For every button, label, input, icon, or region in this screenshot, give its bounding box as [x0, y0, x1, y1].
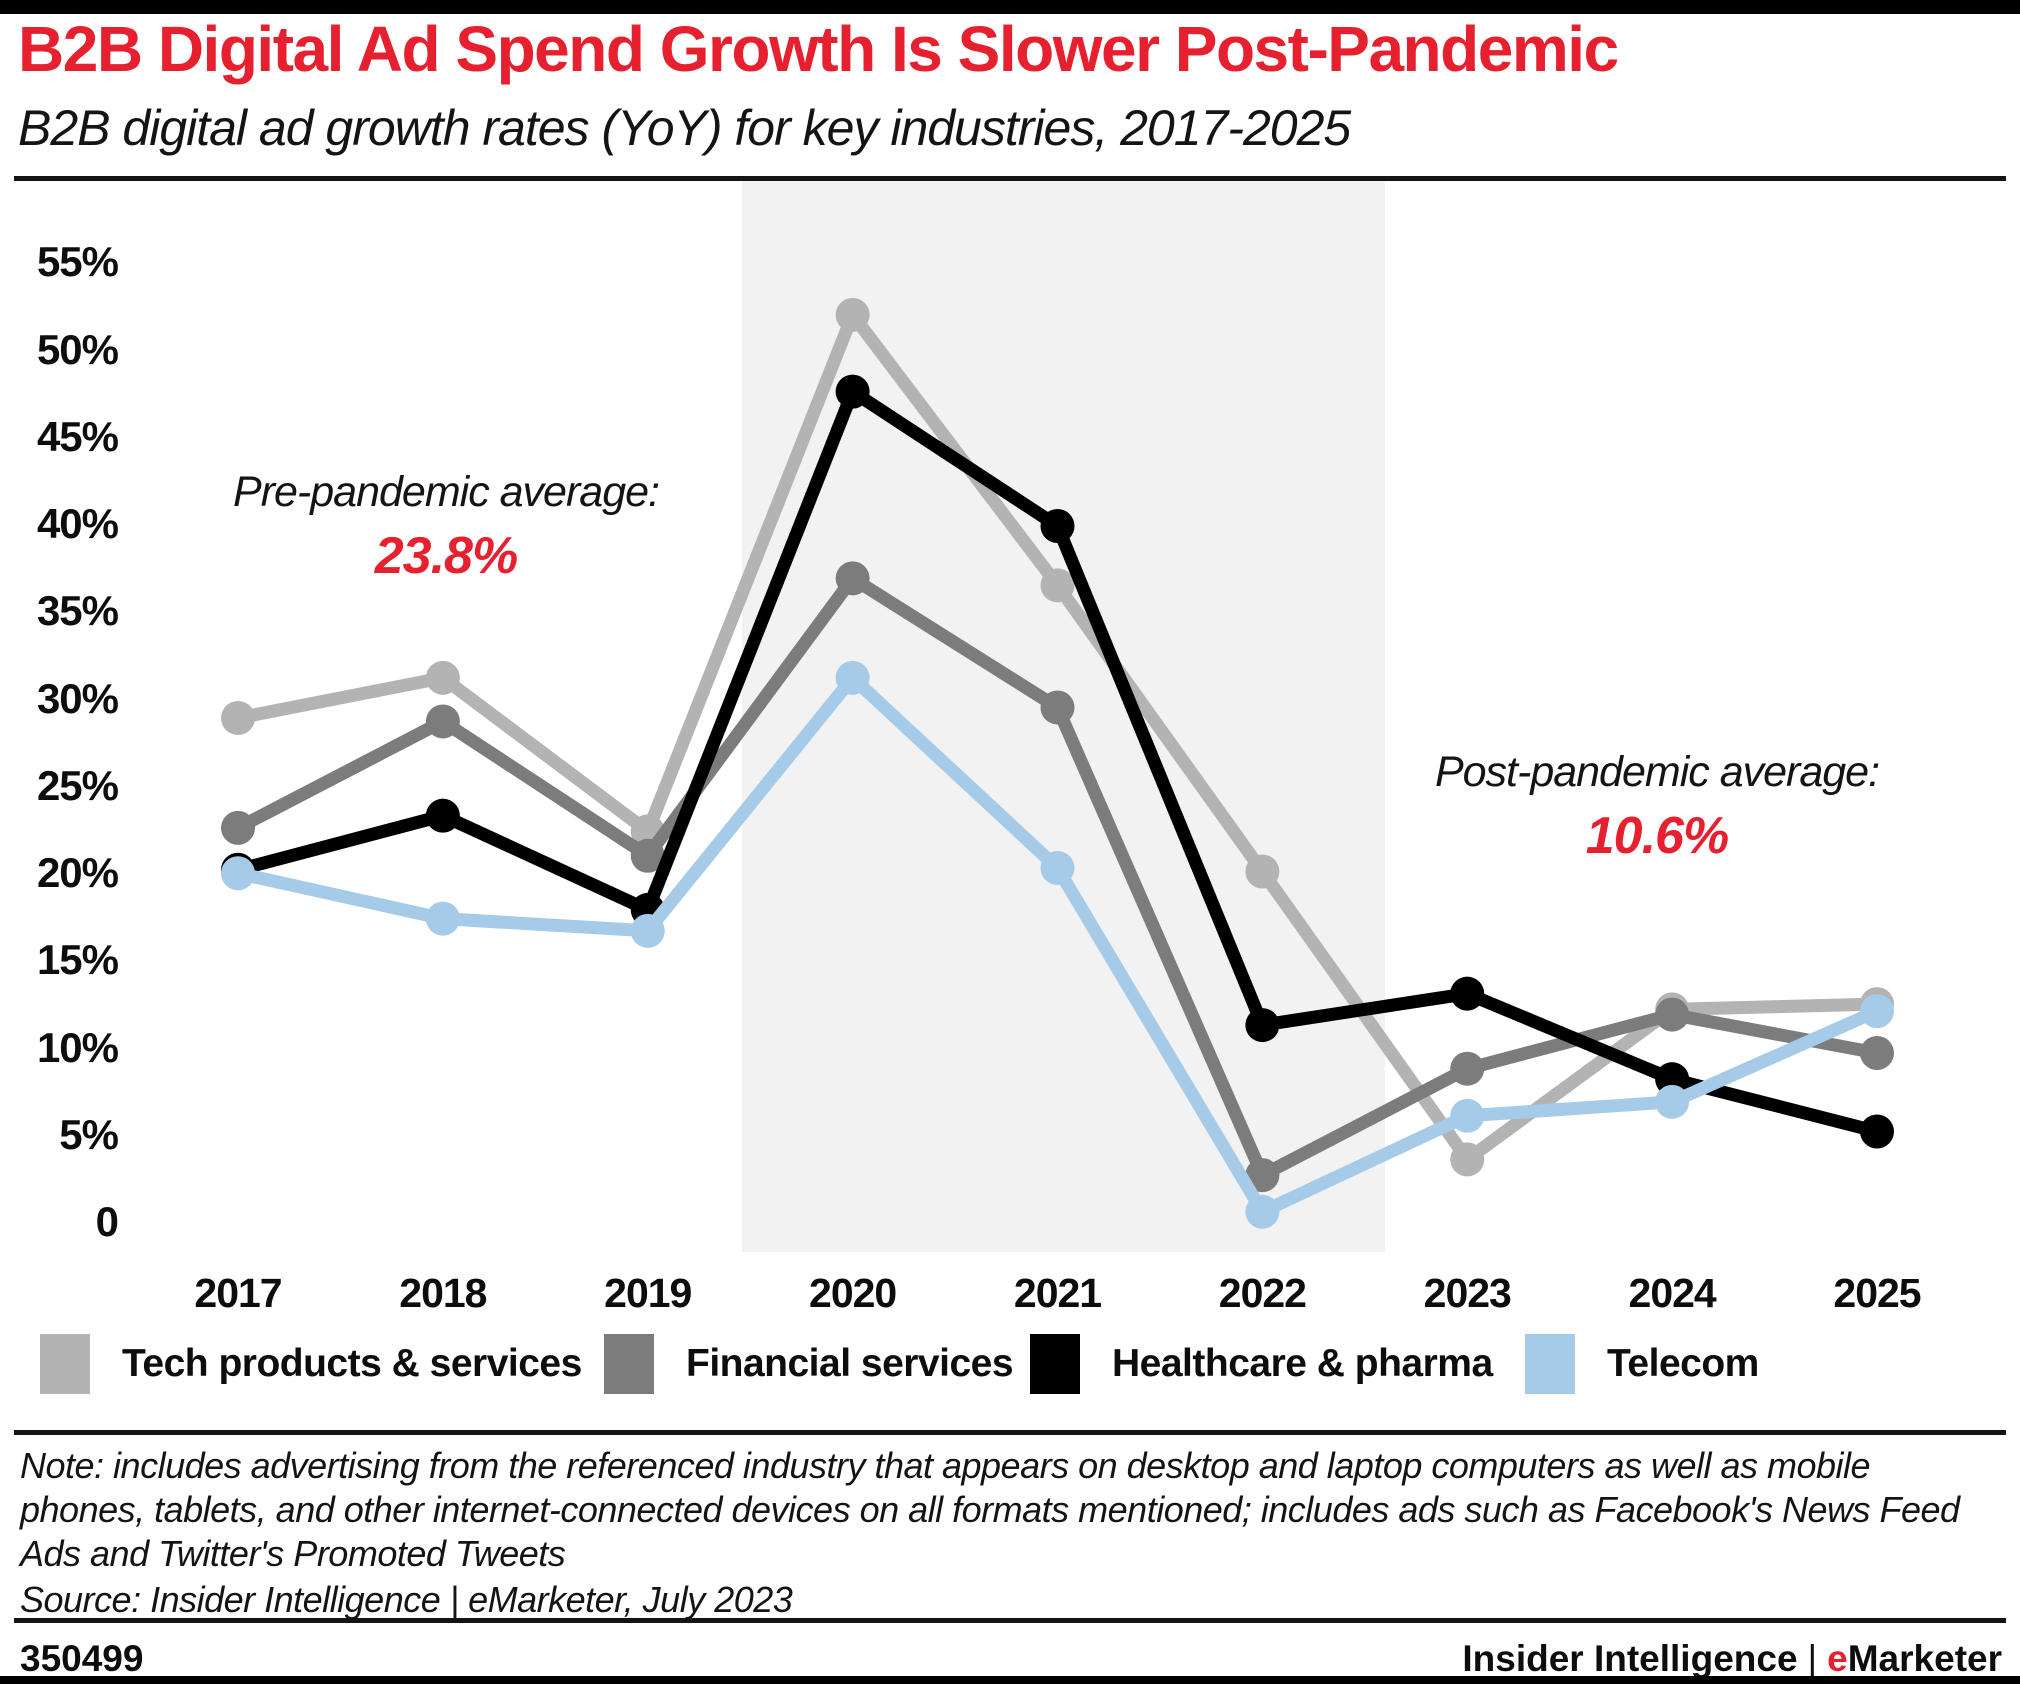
data-point [835, 660, 870, 695]
branding-product-rest: Marketer [1847, 1638, 2002, 1679]
y-tick-label: 15% [36, 936, 119, 984]
legend-item: Tech products & services [40, 1334, 582, 1394]
data-point [835, 374, 870, 409]
y-tick-label: 30% [36, 674, 119, 722]
data-point [1245, 1194, 1280, 1229]
data-point [221, 810, 255, 845]
legend-swatch [40, 1334, 90, 1394]
legend-swatch [604, 1334, 654, 1394]
data-point [1245, 1158, 1280, 1193]
legend-label: Telecom [1607, 1342, 1759, 1385]
data-point [1040, 690, 1075, 725]
data-point [425, 660, 460, 695]
x-tick-label: 2022 [1218, 1270, 1307, 1316]
post-pandemic-value: 10.6% [1585, 807, 1729, 865]
y-tick-label: 10% [36, 1023, 119, 1071]
header-divider [14, 176, 2006, 181]
data-point [221, 856, 255, 891]
footer-divider [14, 1618, 2006, 1623]
y-tick-label: 50% [36, 325, 119, 373]
note-text: Note: includes advertising from the refe… [20, 1445, 1960, 1574]
y-tick-label: 0 [95, 1198, 119, 1246]
data-point [1450, 1098, 1485, 1133]
branding-company: Insider Intelligence [1462, 1638, 1798, 1679]
x-tick-label: 2024 [1628, 1270, 1717, 1316]
data-point [1040, 851, 1075, 886]
footnote-block: Note: includes advertising from the refe… [20, 1444, 2002, 1622]
page-title: B2B Digital Ad Spend Growth Is Slower Po… [18, 13, 1619, 85]
x-tick-label: 2020 [809, 1270, 897, 1316]
bottom-black-bar [0, 1676, 2020, 1684]
series-line-tech-products-services [236, 301, 1878, 1169]
y-tick-label: 55% [36, 238, 119, 286]
x-tick-label: 2018 [399, 1270, 487, 1316]
data-point [835, 297, 870, 332]
y-tick-label: 35% [36, 587, 119, 635]
source-text: Source: Insider Intelligence | eMarketer… [20, 1578, 793, 1620]
x-tick-label: 2025 [1833, 1270, 1921, 1316]
data-point [221, 700, 255, 735]
data-point [1450, 976, 1485, 1011]
legend-item: Financial services [604, 1334, 1014, 1394]
data-point [835, 561, 870, 596]
x-tick-label: 2021 [1013, 1270, 1102, 1316]
data-point [1860, 1035, 1894, 1070]
y-tick-label: 25% [36, 761, 119, 809]
data-point [1245, 1008, 1280, 1043]
x-tick-label: 2019 [604, 1270, 692, 1316]
data-point [1860, 1114, 1894, 1149]
legend-item: Healthcare & pharma [1030, 1334, 1493, 1394]
legend-label: Healthcare & pharma [1112, 1342, 1493, 1385]
x-tick-label: 2023 [1423, 1270, 1512, 1316]
data-point [1245, 854, 1280, 889]
branding-separator: | [1807, 1638, 1818, 1679]
branding: Insider Intelligence | eMarketer [1462, 1638, 2002, 1680]
post-pandemic-label: Post-pandemic average: [1434, 748, 1880, 796]
x-tick-label: 2017 [194, 1270, 282, 1316]
post-pandemic-annotation: Post-pandemic average: 10.6% [1377, 748, 1937, 866]
data-point [1655, 997, 1690, 1032]
legend-label: Financial services [686, 1342, 1014, 1385]
data-point [425, 704, 460, 739]
data-point [630, 838, 665, 873]
footer-row: 350499 Insider Intelligence | eMarketer [20, 1638, 2002, 1680]
page-subtitle: B2B digital ad growth rates (YoY) for ke… [18, 100, 1351, 156]
legend-swatch [1525, 1334, 1575, 1394]
pre-pandemic-label: Pre-pandemic average: [233, 468, 660, 516]
y-tick-label: 40% [36, 500, 119, 548]
pre-pandemic-annotation: Pre-pandemic average: 23.8% [166, 468, 726, 586]
note-divider [14, 1430, 2006, 1435]
data-point [1860, 994, 1894, 1029]
legend-item: Telecom [1525, 1334, 1759, 1394]
data-point [1450, 1142, 1485, 1177]
legend-label: Tech products & services [122, 1342, 582, 1385]
data-point [1655, 1084, 1690, 1119]
top-black-bar [0, 0, 2020, 14]
y-tick-label: 45% [36, 412, 119, 460]
data-point [425, 798, 460, 833]
data-point [1450, 1051, 1485, 1086]
y-tick-label: 20% [36, 849, 119, 897]
y-tick-label: 5% [59, 1110, 119, 1158]
data-point [1040, 568, 1075, 603]
data-point [630, 913, 665, 948]
pre-pandemic-value: 23.8% [374, 527, 518, 585]
data-point [425, 901, 460, 936]
branding-product-e: e [1827, 1638, 1848, 1679]
chart-id: 350499 [20, 1638, 144, 1679]
legend-swatch [1030, 1334, 1080, 1394]
data-point [1040, 509, 1075, 543]
